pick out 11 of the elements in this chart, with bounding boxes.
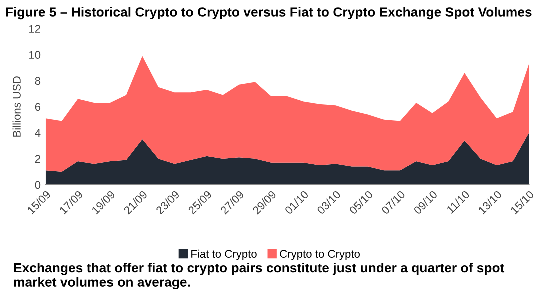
y-tick-label: 6 xyxy=(35,103,41,112)
y-tick-label: 0 xyxy=(35,181,41,190)
y-tick-label: 8 xyxy=(35,77,41,86)
legend-label: Fiat to Crypto xyxy=(192,250,257,260)
y-tick-label: 4 xyxy=(35,129,41,137)
y-tick-label: 12 xyxy=(30,25,40,33)
y-tick-label: 10 xyxy=(30,51,41,60)
y-axis-title: Billions USD xyxy=(12,76,21,137)
chart-title: Figure 5 – Historical Crypto to Crypto versus Fiat to Crypto Exchange Spot Volumes xyxy=(6,7,532,20)
legend-label: Crypto to Crypto xyxy=(280,250,360,260)
y-tick-label: 2 xyxy=(35,155,40,163)
